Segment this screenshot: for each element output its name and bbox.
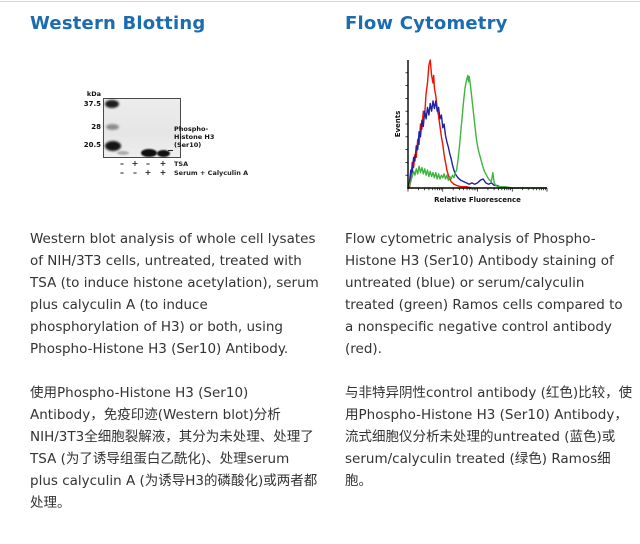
wb-tsa-sign-lane1: – (120, 159, 124, 168)
flow-curve-2 (407, 74, 547, 189)
wb-band-label: Phospho- Histone H3 (Ser10) (174, 125, 214, 149)
wb-tsa-sign-lane4: + (159, 159, 167, 168)
flow-caption-chinese: 与非特异阴性control antibody (红色)比较，使用Phospho-… (345, 385, 633, 489)
x-axis-label: Relative Fluorescence (434, 196, 521, 204)
flow-caption-english: Flow cytometric analysis of Phospho-Hist… (345, 231, 623, 357)
flow-curve-1 (407, 100, 506, 189)
flow-histogram-plot: Events Relative Fluorescence (394, 59, 548, 204)
wb-sample-band-untreated-faint (117, 151, 129, 155)
wb-tsa-sign-lane3: – (146, 159, 150, 168)
wb-marker-37-5: 37.5 (83, 100, 101, 108)
wb-band-pointer-line (168, 150, 173, 152)
flow-curves (407, 59, 547, 189)
y-axis-label: Events (394, 111, 402, 138)
wb-treatment-row-serum-calyculin: – – + + Serum + Calyculin A (83, 168, 248, 177)
wb-serum-sign-lane2: – (133, 168, 137, 177)
wb-band-label-line1: Phospho- (174, 125, 209, 133)
wb-tsa-sign-lane2: + (131, 159, 139, 168)
flow-cytometry-figure: Events Relative Fluorescence (393, 57, 568, 209)
wb-serum-row-label: Serum + Calyculin A (174, 169, 249, 177)
western-caption-english: Western blot analysis of whole cell lysa… (30, 231, 319, 357)
top-divider-line (0, 1, 640, 2)
western-blot-figure: kDa 37.5 28 20.5 Phospho- Histone H3 (Se… (83, 88, 248, 180)
wb-serum-sign-lane1: – (120, 168, 124, 177)
wb-sample-band-both-treatments (157, 150, 170, 157)
wb-treatment-row-tsa: – + – + TSA (83, 159, 241, 168)
flow-caption-block: Flow cytometric analysis of Phospho-Hist… (345, 228, 633, 492)
wb-serum-sign-lane3: + (144, 168, 152, 177)
wb-sample-band-serum-calyculin (141, 149, 157, 157)
section-title-western-blotting: Western Blotting (30, 13, 206, 34)
western-caption-chinese: 使用Phospho-Histone H3 (Ser10) Antibody，免疫… (30, 385, 318, 511)
wb-unit-label: kDa (86, 90, 101, 98)
western-caption-block: Western blot analysis of whole cell lysa… (30, 228, 320, 514)
wb-tsa-row-label: TSA (174, 160, 189, 168)
wb-serum-sign-lane4: + (159, 168, 167, 177)
wb-marker-band-37-5 (105, 100, 119, 108)
wb-marker-28: 28 (91, 123, 101, 131)
wb-blot-panel (103, 98, 181, 158)
section-title-flow-cytometry: Flow Cytometry (345, 13, 508, 34)
wb-band-label-line2: Histone H3 (174, 133, 215, 141)
wb-marker-20-5: 20.5 (83, 141, 101, 149)
wb-band-label-line3: (Ser10) (174, 141, 202, 149)
wb-marker-band-28 (106, 124, 119, 130)
wb-marker-band-20-5 (104, 141, 121, 151)
